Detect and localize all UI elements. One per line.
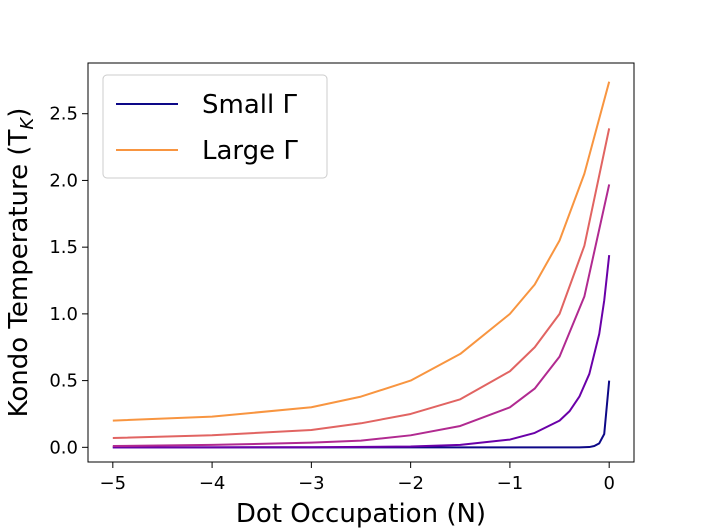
x-tick-label: −2 <box>397 473 424 494</box>
x-axis-label: Dot Occupation (N) <box>236 499 486 528</box>
x-tick-label: −5 <box>100 473 127 494</box>
y-tick-label: 2.0 <box>49 170 78 191</box>
x-tick-label: −3 <box>298 473 325 494</box>
y-tick-label: 1.0 <box>49 304 78 325</box>
series-line-4 <box>112 81 611 422</box>
y-tick-label: 0.0 <box>49 437 78 458</box>
series-line-3 <box>112 128 611 439</box>
y-axis-label-subscript: K <box>17 117 38 130</box>
series-layer <box>112 81 611 449</box>
y-tick-label: 1.5 <box>49 237 78 258</box>
legend-label-large-gamma: Large Γ <box>202 136 298 166</box>
plot-frame <box>87 62 635 463</box>
y-ticks: 0.0 0.5 1.0 1.5 2.0 2.5 <box>49 104 88 458</box>
series-line-2 <box>112 184 611 447</box>
series-line-1 <box>112 255 611 449</box>
y-axis-label-main: Kondo Temperature (T <box>4 129 34 417</box>
legend: Small Γ Large Γ <box>102 74 328 179</box>
x-tick-label: 0 <box>603 473 614 494</box>
y-tick-label: 2.5 <box>49 104 78 125</box>
x-tick-label: −1 <box>497 473 524 494</box>
x-tick-label: −4 <box>199 473 226 494</box>
x-ticks: −5 −4 −3 −2 −1 0 <box>100 462 615 494</box>
y-axis-label: Kondo Temperature (TK) <box>4 108 38 418</box>
y-tick-label: 0.5 <box>49 371 78 392</box>
legend-label-small-gamma: Small Γ <box>202 90 297 120</box>
legend-box <box>102 74 328 179</box>
y-axis-label-close: ) <box>4 108 34 118</box>
